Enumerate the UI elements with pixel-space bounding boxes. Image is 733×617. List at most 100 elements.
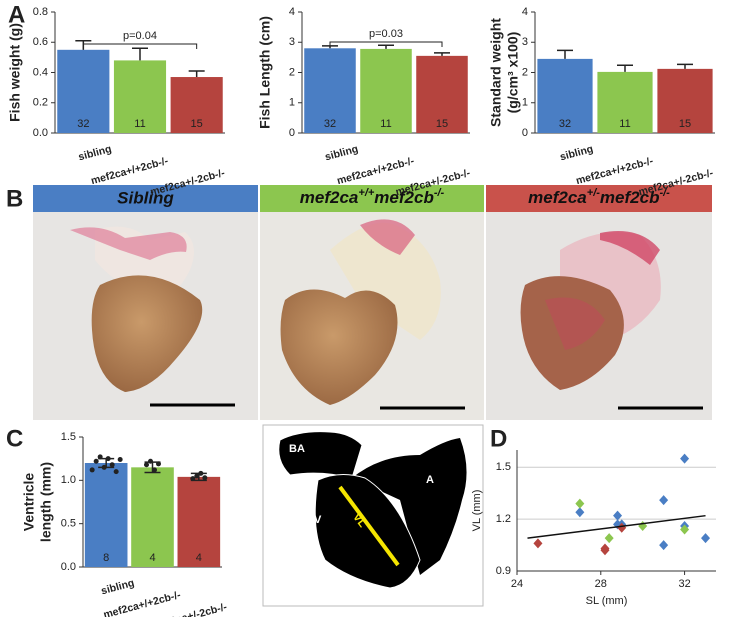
panel-letter: D xyxy=(490,425,507,452)
error-bar xyxy=(677,63,693,69)
diagram-label: V xyxy=(314,514,322,526)
diagram-label: A xyxy=(426,474,434,486)
data-point xyxy=(680,453,690,464)
atrium xyxy=(352,438,467,575)
data-point xyxy=(144,462,149,468)
bar xyxy=(657,68,713,133)
x-tick-label: mef2ca+/+2cb-/- xyxy=(336,155,416,187)
diagram-label: BA xyxy=(289,443,305,455)
y-tick-label: 2 xyxy=(289,66,295,78)
x-tick-label: mef2ca+/+2cb-/- xyxy=(90,155,170,187)
y-axis-label: Standard weight xyxy=(488,18,504,127)
y-tick-label: 1.0 xyxy=(61,474,76,486)
heart xyxy=(91,275,203,392)
y-tick-label: 1.2 xyxy=(496,513,511,525)
data-point xyxy=(93,458,99,464)
error-bar xyxy=(434,52,450,56)
y-tick-label: 1 xyxy=(522,97,528,109)
y-tick-label: 0.0 xyxy=(61,561,76,573)
bar xyxy=(170,77,223,133)
bar xyxy=(416,55,468,133)
y-tick-label: 1 xyxy=(289,97,295,109)
n-label: 32 xyxy=(559,118,571,130)
photo-panel xyxy=(33,212,712,420)
error-bar xyxy=(557,49,573,59)
n-label: 11 xyxy=(134,118,145,130)
tissue xyxy=(600,231,660,265)
x-tick-label: sibling xyxy=(324,143,360,163)
data-point xyxy=(604,533,614,544)
y-axis-label: VL (mm) xyxy=(471,490,483,532)
tissue xyxy=(330,222,441,340)
data-point xyxy=(600,545,610,556)
data-point xyxy=(152,467,157,473)
x-tick-label: 28 xyxy=(595,578,607,590)
data-point xyxy=(202,475,208,481)
error-bar xyxy=(378,44,394,49)
banner-label: mef2ca+/-mef2cb-/- xyxy=(528,187,670,208)
heart xyxy=(280,289,398,405)
banner xyxy=(33,185,258,212)
bar xyxy=(57,49,110,133)
data-point xyxy=(575,507,585,518)
banner-part: mef2cb xyxy=(600,188,660,207)
bar xyxy=(597,71,653,133)
x-tick-label: sibling xyxy=(77,143,113,163)
data-point xyxy=(105,456,111,462)
trend-line xyxy=(527,514,706,539)
x-tick-label: sibling xyxy=(559,143,595,163)
y-tick-label: 0.8 xyxy=(33,6,48,18)
data-point xyxy=(190,476,196,482)
y-axis-label: Ventricle xyxy=(21,473,37,532)
banner-part: mef2ca xyxy=(528,188,587,207)
data-point xyxy=(533,538,543,549)
y-tick-label: 1.5 xyxy=(61,431,76,443)
banner-label: mef2ca+/+mef2cb-/- xyxy=(300,187,445,208)
y-tick-label: 4 xyxy=(289,6,295,18)
x-tick-label: sibling xyxy=(100,577,136,597)
n-label: 4 xyxy=(196,552,202,564)
data-point xyxy=(89,467,95,473)
annotation: p=0.04 xyxy=(123,30,157,42)
vl-line xyxy=(338,485,400,567)
y-tick-label: 3 xyxy=(522,36,528,48)
banner-part: mef2cb xyxy=(374,188,434,207)
significance-bracket xyxy=(329,41,443,47)
bar xyxy=(537,58,593,134)
n-label: 15 xyxy=(679,118,691,130)
data-point xyxy=(101,464,107,470)
panel-letter: B xyxy=(6,185,23,212)
y-tick-label: 0.6 xyxy=(33,36,48,48)
data-point xyxy=(701,533,711,544)
panel-letter: C xyxy=(6,425,23,452)
x-tick-label: 24 xyxy=(511,578,523,590)
data-point xyxy=(148,458,153,464)
error-bar xyxy=(132,47,148,61)
y-axis-label: Fish weight (g) xyxy=(7,23,23,122)
y-tick-label: 0 xyxy=(289,127,295,139)
data-point xyxy=(109,462,115,468)
data-point xyxy=(659,495,669,506)
y-tick-label: 1.5 xyxy=(496,461,511,473)
y-tick-label: 0.4 xyxy=(33,66,48,78)
diagram: BA A V VL xyxy=(262,424,484,607)
y-tick-label: 0.5 xyxy=(61,518,76,530)
y-axis-label: (g/cm³ x100) xyxy=(505,32,521,114)
tissue xyxy=(70,227,187,260)
bar xyxy=(113,60,167,133)
error-bar xyxy=(617,64,633,72)
banner-part: +/+ xyxy=(358,187,374,199)
data-point xyxy=(156,461,161,467)
bar xyxy=(131,467,174,567)
data-point xyxy=(680,524,690,535)
data-point xyxy=(113,469,119,475)
banner-part: -/- xyxy=(659,187,670,199)
error-bar xyxy=(188,70,205,78)
data-point xyxy=(97,454,103,460)
x-axis-label: SL (mm) xyxy=(586,595,628,607)
significance-bracket xyxy=(82,43,198,49)
y-axis-label: Fish Length (cm) xyxy=(257,16,273,129)
n-label: 32 xyxy=(77,118,89,130)
tissue xyxy=(545,297,605,350)
